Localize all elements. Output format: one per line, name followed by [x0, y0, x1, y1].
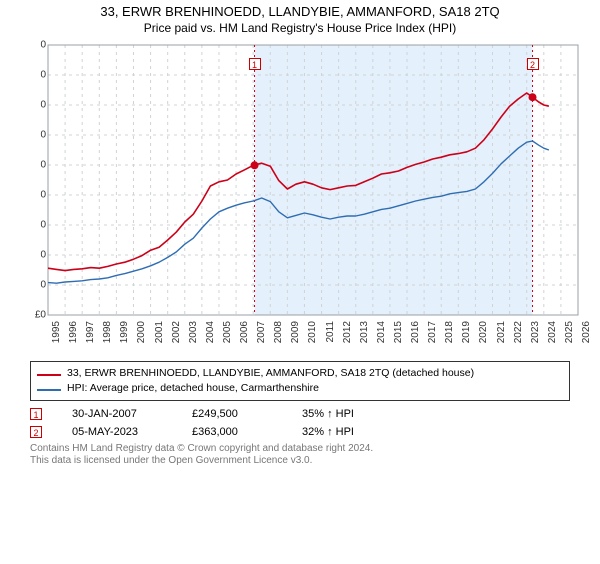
footer: Contains HM Land Registry data © Crown c…: [30, 443, 570, 467]
table-row: 2 05-MAY-2023 £363,000 32% ↑ HPI: [30, 423, 570, 441]
x-axis-label: 2008: [273, 321, 284, 343]
chart: £0 0 0 0 0 0 0 0 0 0 1995 1996 1997 1998 1999 2000 2001 2…: [0, 37, 600, 357]
legend-label-hpi: HPI: Average price, detached house, Carm…: [67, 381, 319, 396]
legend-swatch-property: [37, 369, 61, 379]
page-title: 33, ERWR BRENHINOEDD, LLANDYBIE, AMMANFO…: [0, 4, 600, 19]
x-axis-label: 2010: [307, 321, 318, 343]
x-axis-label: 2016: [410, 321, 421, 343]
x-axis-label: 2003: [188, 321, 199, 343]
chart-svg: [0, 37, 600, 357]
sale-marker-1: 1: [249, 58, 261, 70]
x-axis-label: 2020: [478, 321, 489, 343]
footer-line-2: This data is licensed under the Open Gov…: [30, 455, 570, 467]
y-axis-label: 0: [40, 280, 46, 291]
x-axis-label: 2009: [290, 321, 301, 343]
x-axis-label: 2025: [564, 321, 575, 343]
sale-delta: 35% ↑ HPI: [302, 408, 354, 420]
x-axis-label: 2013: [359, 321, 370, 343]
y-axis-label: 0: [40, 100, 46, 111]
x-axis-label: 1997: [85, 321, 96, 343]
sale-marker-2: 2: [30, 426, 42, 438]
x-axis-label: 2014: [376, 321, 387, 343]
x-axis-label: 2022: [513, 321, 524, 343]
sale-price: £363,000: [192, 426, 272, 438]
x-axis-label: 2000: [136, 321, 147, 343]
sale-price: £249,500: [192, 408, 272, 420]
x-axis-label: 2007: [256, 321, 267, 343]
legend: 33, ERWR BRENHINOEDD, LLANDYBIE, AMMANFO…: [30, 361, 570, 401]
legend-row-property: 33, ERWR BRENHINOEDD, LLANDYBIE, AMMANFO…: [37, 366, 563, 381]
y-axis-label: 0: [40, 130, 46, 141]
x-axis-label: 2004: [205, 321, 216, 343]
sale-marker-1: 1: [30, 408, 42, 420]
y-axis-label: £0: [35, 310, 46, 321]
x-axis-label: 2023: [530, 321, 541, 343]
x-axis-label: 2026: [581, 321, 592, 343]
footer-line-1: Contains HM Land Registry data © Crown c…: [30, 443, 570, 455]
sale-delta: 32% ↑ HPI: [302, 426, 354, 438]
x-axis-label: 2001: [154, 321, 165, 343]
x-axis-label: 2012: [342, 321, 353, 343]
y-axis-label: 0: [40, 40, 46, 51]
y-axis-label: 0: [40, 160, 46, 171]
sale-date: 05-MAY-2023: [72, 426, 162, 438]
x-axis-label: 2019: [461, 321, 472, 343]
x-axis-label: 2018: [444, 321, 455, 343]
y-axis-label: 0: [40, 250, 46, 261]
y-axis-label: 0: [40, 220, 46, 231]
x-axis-label: 1995: [51, 321, 62, 343]
y-axis-label: 0: [40, 70, 46, 81]
x-axis-label: 2017: [427, 321, 438, 343]
x-axis-label: 2006: [239, 321, 250, 343]
x-axis-label: 2011: [325, 321, 336, 343]
x-axis-label: 2005: [222, 321, 233, 343]
x-axis-label: 1999: [119, 321, 130, 343]
legend-swatch-hpi: [37, 384, 61, 394]
x-axis-label: 1998: [102, 321, 113, 343]
table-row: 1 30-JAN-2007 £249,500 35% ↑ HPI: [30, 405, 570, 423]
y-axis-label: 0: [40, 190, 46, 201]
x-axis-label: 2002: [171, 321, 182, 343]
sale-marker-2: 2: [527, 58, 539, 70]
sale-date: 30-JAN-2007: [72, 408, 162, 420]
legend-label-property: 33, ERWR BRENHINOEDD, LLANDYBIE, AMMANFO…: [67, 366, 474, 381]
legend-row-hpi: HPI: Average price, detached house, Carm…: [37, 381, 563, 396]
transactions-table: 1 30-JAN-2007 £249,500 35% ↑ HPI 2 05-MA…: [30, 405, 570, 441]
x-axis-label: 2015: [393, 321, 404, 343]
x-axis-label: 1996: [68, 321, 79, 343]
x-axis-label: 2024: [547, 321, 558, 343]
x-axis-label: 2021: [496, 321, 507, 343]
page-subtitle: Price paid vs. HM Land Registry's House …: [0, 21, 600, 35]
